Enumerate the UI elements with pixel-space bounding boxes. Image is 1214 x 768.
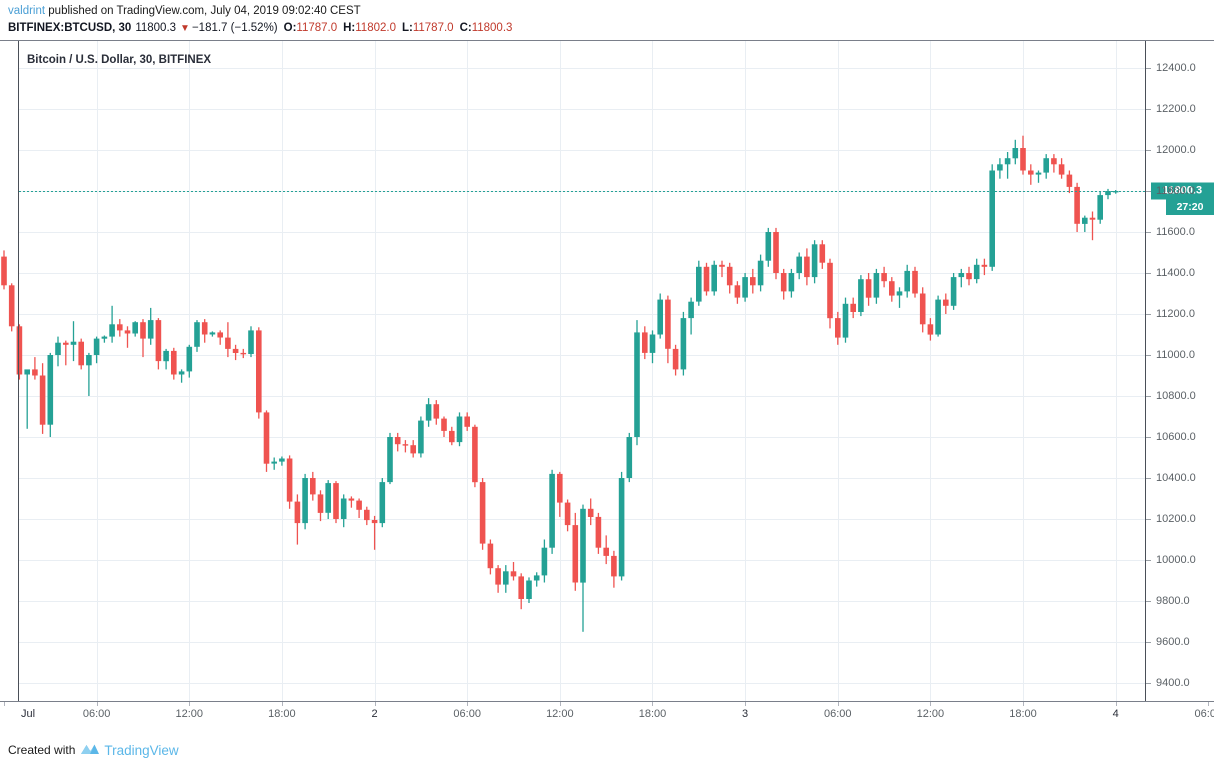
price-axis-label: 11400.0 <box>1156 267 1195 279</box>
price-axis-tick-mark <box>1146 560 1151 561</box>
time-axis-label: 18:00 <box>638 708 667 720</box>
time-axis-tick-mark <box>1116 702 1117 706</box>
time-axis-tick-mark <box>189 702 190 706</box>
price-chart[interactable] <box>0 41 1145 701</box>
time-axis-label: 06:00 <box>823 708 852 720</box>
tradingview-brand-label: TradingView <box>104 742 179 758</box>
close-value: 11800.3 <box>471 22 513 34</box>
time-axis-label: 12:00 <box>546 708 574 720</box>
publication-line: valdrint published on TradingView.com, J… <box>8 4 1214 19</box>
time-axis-label: Jul <box>21 708 36 720</box>
time-axis-label: 12:00 <box>175 708 204 720</box>
down-arrow-icon: ▼ <box>180 23 190 34</box>
tradingview-logo-icon <box>80 742 100 759</box>
price-axis-tick-mark <box>1146 68 1151 69</box>
close-key: C: <box>459 22 472 34</box>
candlestick-series <box>1 135 1145 632</box>
time-axis-tick-mark <box>1208 702 1209 706</box>
low-value: 11787.0 <box>412 22 454 34</box>
price-axis-label: 10000.0 <box>1156 554 1196 566</box>
time-axis-tick-mark <box>1023 702 1024 706</box>
price-axis-label: 10800.0 <box>1156 390 1196 402</box>
price-axis-tick-mark <box>1146 601 1151 602</box>
change-value: −181.7 (−1.52%) <box>191 22 278 34</box>
time-axis-label: 3 <box>742 708 749 720</box>
price-axis-label: 12000.0 <box>1156 144 1196 156</box>
quote-line: BITFINEX:BTCUSD, 30 11800.3 ▼ −181.7 (−1.52… <box>8 20 1214 37</box>
bar-countdown-badge: 27:20 <box>1166 199 1214 216</box>
price-axis-tick-mark <box>1146 314 1151 315</box>
price-axis[interactable]: 11800.3 27:20 12400.0 12200.0 12000.0 11800… <box>1146 41 1214 701</box>
last-price: 11800.3 <box>135 22 177 34</box>
price-axis-tick-mark <box>1146 683 1151 684</box>
price-axis-label: 12200.0 <box>1156 103 1196 115</box>
time-axis-label: 4 <box>1112 708 1119 720</box>
price-axis-tick-mark <box>1146 396 1151 397</box>
price-axis-label: 11800.0 <box>1156 185 1195 197</box>
time-axis-label: 06:00 <box>82 708 111 720</box>
time-axis[interactable]: Jul 06:00 12:00 18:00 2 06:00 12:00 18:00 3 06:00… <box>0 702 1214 726</box>
plot-right-border <box>1145 41 1146 701</box>
time-axis-tick-mark <box>467 702 468 706</box>
time-axis-divider <box>0 701 1214 702</box>
price-axis-label: 11200.0 <box>1156 308 1195 320</box>
price-axis-tick-mark <box>1146 642 1151 643</box>
price-axis-label: 9800.0 <box>1156 595 1190 607</box>
price-axis-label: 10600.0 <box>1156 431 1196 443</box>
author-name[interactable]: valdrint <box>8 5 46 17</box>
time-axis-label: 12:00 <box>916 708 945 720</box>
price-axis-tick-mark <box>1146 109 1151 110</box>
time-axis-label: 18:00 <box>1009 708 1037 720</box>
time-axis-label: 18:00 <box>268 708 296 720</box>
time-axis-tick-mark <box>97 702 98 706</box>
time-axis-tick-mark <box>4 702 5 706</box>
time-axis-label: 06:00 <box>453 708 481 720</box>
low-key: L: <box>401 22 413 34</box>
chart-gridlines <box>19 41 1145 701</box>
price-axis-label: 12400.0 <box>1156 62 1196 74</box>
price-axis-tick-mark <box>1146 478 1151 479</box>
time-axis-tick-mark <box>282 702 283 706</box>
symbol-label[interactable]: BITFINEX:BTCUSD, 30 <box>8 22 132 34</box>
price-axis-label: 9600.0 <box>1156 636 1190 648</box>
time-axis-label: 06:00 <box>1194 708 1214 720</box>
chart-legend-title: Bitcoin / U.S. Dollar, 30, BITFINEX <box>27 54 212 66</box>
price-axis-tick-mark <box>1146 191 1151 192</box>
header-divider <box>0 40 1214 41</box>
price-axis-tick-mark <box>1146 355 1151 356</box>
time-axis-tick-mark <box>375 702 376 706</box>
time-axis-tick-mark <box>745 702 746 706</box>
price-axis-tick-mark <box>1146 150 1151 151</box>
open-key: O: <box>283 22 297 34</box>
price-axis-label: 9400.0 <box>1156 677 1190 689</box>
price-axis-label: 11000.0 <box>1156 349 1195 361</box>
price-axis-tick-mark <box>1146 273 1151 274</box>
high-value: 11802.0 <box>355 22 396 34</box>
price-axis-tick-mark <box>1146 437 1151 438</box>
time-axis-tick-mark <box>560 702 561 706</box>
footer-attribution: Created with TradingView <box>8 740 179 760</box>
time-axis-label: 2 <box>371 708 378 720</box>
price-axis-label: 10400.0 <box>1156 472 1196 484</box>
price-axis-label: 10200.0 <box>1156 513 1196 525</box>
plot-left-border <box>18 41 19 701</box>
high-key: H: <box>343 22 356 34</box>
time-axis-tick-mark <box>652 702 653 706</box>
time-axis-tick-mark <box>838 702 839 706</box>
price-axis-tick-mark <box>1146 232 1151 233</box>
open-value: 11787.0 <box>296 22 338 34</box>
current-price-badge: 11800.3 <box>1151 182 1214 200</box>
price-axis-tick-mark <box>1146 519 1151 520</box>
chart-header: valdrint published on TradingView.com, J… <box>0 0 1214 40</box>
price-axis-label: 11600.0 <box>1156 226 1195 238</box>
created-with-label: Created with <box>8 743 76 757</box>
time-axis-tick-mark <box>930 702 931 706</box>
publication-text: published on TradingView.com, July 04, 2… <box>45 5 361 17</box>
